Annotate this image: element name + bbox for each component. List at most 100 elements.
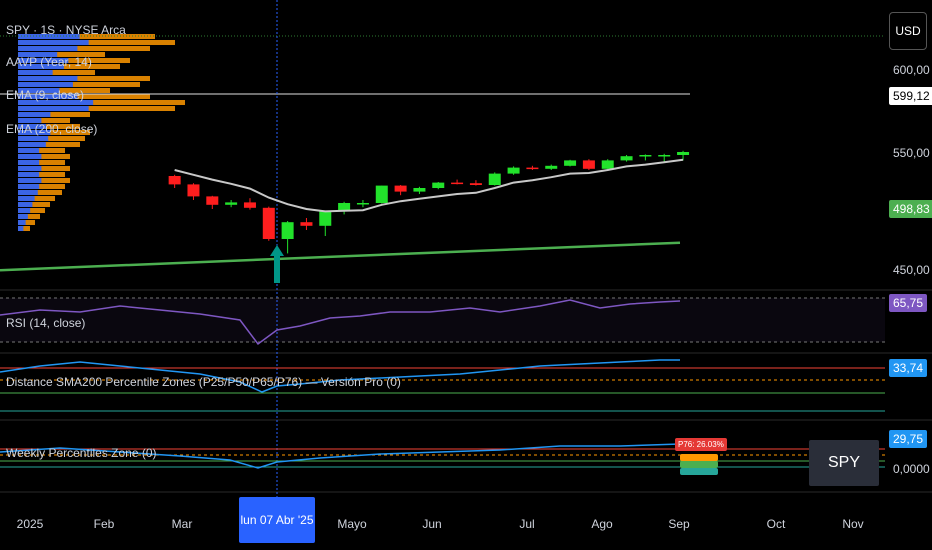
rsi-value-tag: 65,75 [889, 294, 928, 312]
currency-button[interactable]: USD [889, 12, 927, 50]
lower-panes [0, 297, 885, 475]
candle-body [413, 188, 426, 192]
volume-profile-bar-up [18, 172, 40, 177]
distance-value-tag: 33,74 [889, 359, 928, 377]
weekly-value-tag: 29,75 [889, 430, 928, 448]
volume-profile-bar-up [18, 70, 53, 75]
volume-profile-bar [18, 178, 70, 183]
volume-profile-bar [18, 64, 120, 69]
time-axis[interactable]: 2025 Feb Mar Mayo Jun Jul Ago Sep Oct Nov [17, 517, 864, 531]
ema200-price-tag: 498,83 [889, 200, 932, 218]
volume-profile-bar-up [18, 52, 58, 57]
candle-body [432, 182, 445, 188]
volume-profile-bar [18, 196, 55, 201]
volume-profile-bar-up [18, 136, 49, 141]
rsi-line [0, 299, 681, 346]
crosshair-date-label: lun 07 Abr '25 [239, 497, 315, 543]
volume-profile-bar [18, 112, 90, 117]
legend-ema9[interactable]: EMA (9, close) [6, 88, 85, 102]
volume-profile-bar-up [18, 226, 24, 231]
volume-profile-bar-up [18, 130, 51, 135]
grid-lines [0, 0, 932, 497]
time-axis-label: Sep [668, 517, 690, 531]
symbol-title[interactable]: SPY · 1S · NYSE Arca [6, 23, 126, 37]
legend-weekly[interactable]: Weekly Percentiles Zone (0) [6, 446, 157, 460]
volume-profile-bar-up [18, 208, 31, 213]
candle-body [639, 155, 652, 157]
time-axis-label: Oct [767, 517, 786, 531]
volume-profile-bar-up [18, 118, 42, 123]
time-axis-label: 2025 [17, 517, 44, 531]
legend-ema200[interactable]: EMA (200, close) [6, 122, 98, 136]
volume-profile-bar [18, 160, 65, 165]
volume-profile-bar [18, 190, 62, 195]
volume-profile [18, 34, 185, 231]
indicator-lines [0, 158, 684, 283]
volume-profile-bar-up [18, 142, 46, 147]
candles-group [168, 150, 690, 254]
volume-profile-bar-up [18, 94, 78, 99]
candle-body [262, 207, 275, 239]
candle-body [601, 160, 614, 169]
buy-signal-arrow [270, 245, 284, 283]
price-tick-550: 550,00 [893, 146, 930, 160]
legend-aavp[interactable]: AAVP (Year, 14) [6, 55, 92, 69]
volume-profile-bar-up [18, 40, 89, 45]
ema200-line [0, 241, 681, 272]
candle-body [225, 202, 238, 205]
candle-body [451, 182, 464, 185]
candle-body [582, 160, 595, 169]
volume-profile-bar-up [18, 190, 38, 195]
weekly-zone-p50-badge [680, 461, 718, 468]
candle-body [658, 155, 671, 157]
volume-profile-bar-up [18, 220, 26, 225]
time-axis-label: Mar [172, 517, 193, 531]
distance-line [0, 359, 680, 393]
volume-profile-bar [18, 106, 175, 111]
candle-body [338, 203, 351, 212]
volume-profile-bar [18, 154, 70, 159]
volume-profile-bar-up [18, 148, 40, 153]
price-tick-450: 450,00 [893, 263, 930, 277]
time-axis-label: Feb [94, 517, 115, 531]
candle-body [564, 160, 577, 166]
candle-body [300, 222, 313, 226]
volume-profile-bar [18, 40, 175, 45]
time-axis-label: Mayo [337, 517, 367, 531]
volume-profile-bar [18, 226, 30, 231]
candle-body [281, 222, 294, 239]
spy-symbol-badge[interactable]: SPY [809, 440, 879, 486]
candle-body [545, 165, 558, 169]
legend-distance[interactable]: Distance SMA200 Percentile Zones (P25/P5… [6, 375, 401, 389]
weekly-zone-p65-badge [680, 454, 718, 461]
volume-profile-bar [18, 46, 150, 51]
candle-body [319, 211, 332, 226]
candle-body [356, 203, 369, 205]
volume-profile-bar [18, 184, 65, 189]
volume-profile-bar-up [18, 106, 89, 111]
candle-body [507, 167, 520, 174]
volume-profile-bar-up [18, 100, 94, 105]
candle-body [243, 202, 256, 208]
volume-profile-bar [18, 34, 155, 39]
volume-profile-bar [18, 142, 80, 147]
volume-profile-bar-up [18, 58, 69, 63]
volume-profile-bar [18, 118, 70, 123]
volume-profile-bar [18, 52, 105, 57]
candle-body [620, 156, 633, 161]
candle-body [488, 173, 501, 185]
legend-rsi[interactable]: RSI (14, close) [6, 316, 86, 330]
candle-body [677, 152, 690, 155]
weekly-line [0, 443, 681, 469]
volume-profile-bar [18, 136, 85, 141]
volume-profile-bar [18, 208, 45, 213]
volume-profile-bar-up [18, 112, 51, 117]
candle-body [206, 196, 219, 205]
volume-profile-bar-up [18, 214, 28, 219]
volume-profile-bar [18, 76, 150, 81]
volume-profile-bar [18, 166, 70, 171]
volume-profile-bar [18, 220, 35, 225]
volume-profile-bar-up [18, 184, 40, 189]
volume-profile-bar [18, 148, 65, 153]
